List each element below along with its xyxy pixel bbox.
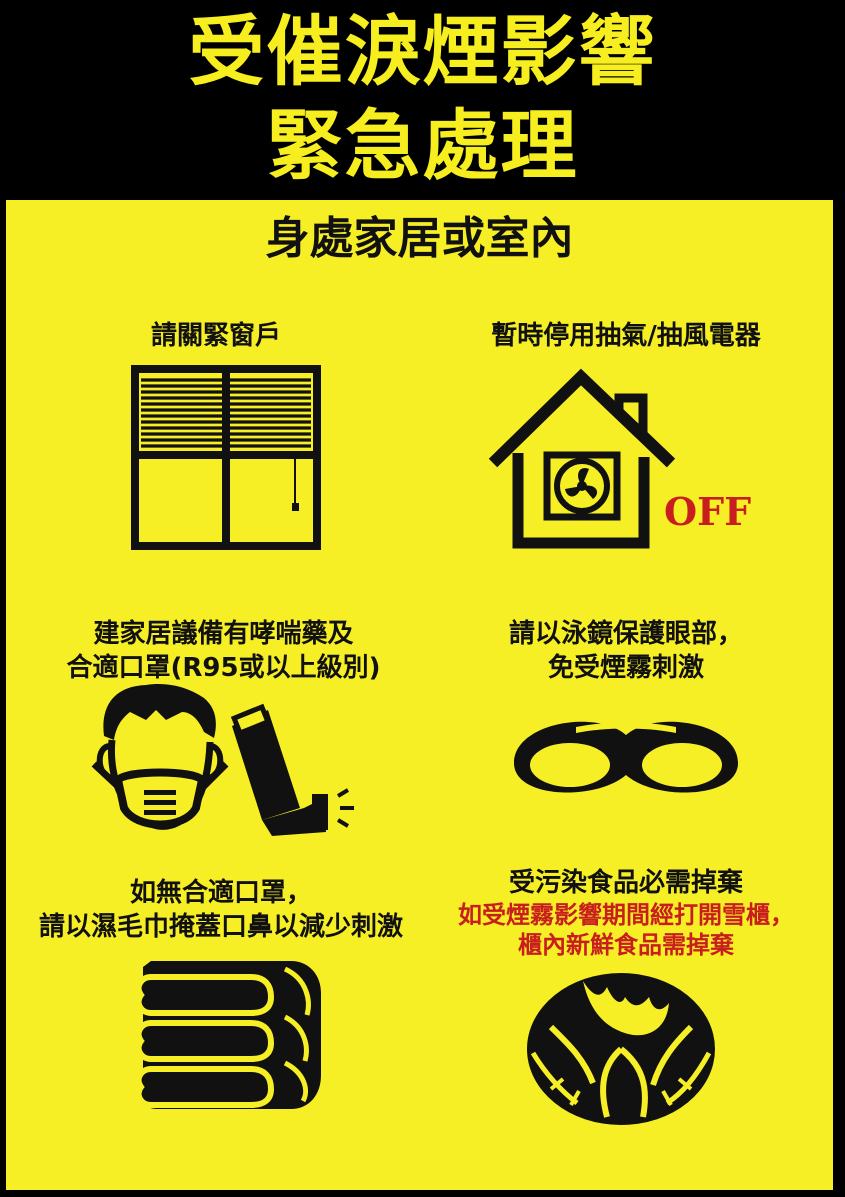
caption-discard-food: 受污染食品必需掉棄 如受煙霧影響期間經打開雪櫃， 櫃內新鮮食品需掉棄	[421, 866, 831, 960]
mask-inhaler-icon	[91, 684, 354, 836]
caption-line: 合適口罩(R95或以上級別)	[66, 653, 381, 683]
title-line-1: 受催淚煙影響	[188, 7, 657, 96]
caption-line: 請以泳鏡保護眼部，	[508, 619, 743, 649]
closed-window-icon	[131, 365, 321, 550]
caption-line: 請關緊窗戶	[150, 321, 281, 351]
caption-wet-towel: 如無合適口罩， 請以濕毛巾掩蓋口鼻以減少刺激	[21, 876, 421, 944]
caption-line: 免受煙霧刺激	[547, 653, 704, 683]
header-banner: 受催淚煙影響 緊急處理	[0, 0, 845, 196]
cabbage-icon	[527, 973, 715, 1125]
caption-line: 如無合適口罩，	[129, 878, 312, 908]
caption-line: 暫時停用抽氣/抽風電器	[491, 321, 761, 351]
caption-line: 建家居議備有哮喘藥及	[93, 619, 354, 649]
caption-goggles: 請以泳鏡保護眼部， 免受煙霧刺激	[426, 617, 826, 685]
caption-warning-line: 如受煙霧影響期間經打開雪櫃，	[458, 901, 794, 929]
off-badge: OFF	[664, 489, 751, 534]
caption-warning-line: 櫃內新鮮食品需掉棄	[518, 931, 734, 959]
swim-goggles-icon	[514, 721, 738, 793]
title-line-2: 緊急處理	[266, 101, 579, 190]
caption-line: 請以濕毛巾掩蓋口鼻以減少刺激	[38, 912, 403, 942]
section-title: 身處家居或室內	[265, 213, 574, 264]
caption-mask-inhaler: 建家居議備有哮喘藥及 合適口罩(R95或以上級別)	[31, 617, 416, 685]
caption-stop-fans: 暫時停用抽氣/抽風電器	[426, 319, 826, 353]
info-panel: 身處家居或室內 請關緊窗戶 暫時停用抽氣/抽風電器	[6, 200, 833, 1190]
caption-close-windows: 請關緊窗戶	[46, 319, 386, 353]
house-fan-off-icon: OFF	[488, 368, 751, 549]
caption-line: 受污染食品必需掉棄	[508, 868, 743, 898]
towel-stack-icon	[135, 961, 321, 1109]
